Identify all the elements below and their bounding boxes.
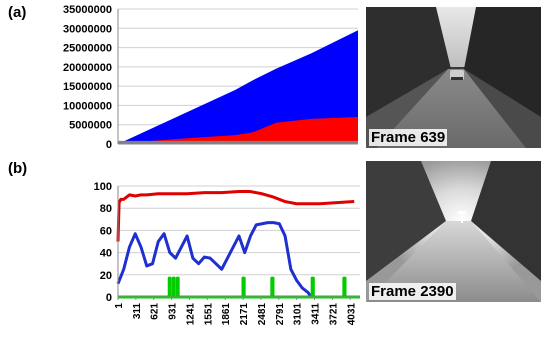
chart-b-y-tick-label: 100 [94, 181, 112, 193]
frame-639-photo: Frame 639 [366, 7, 541, 148]
chart-b-x-tick-label: 3411 [311, 303, 322, 325]
chart-b-x-tick-label: 1551 [203, 303, 214, 326]
chart-b-y-tick-label: 0 [106, 292, 112, 304]
chart-a-series-red-area [118, 117, 358, 144]
chart-a-series-blue-area [118, 30, 358, 144]
road-scene-image-b [366, 161, 541, 302]
chart-b-y-tick-label: 20 [100, 270, 112, 282]
chart-b-series-green-line [117, 276, 360, 299]
chart-a-y-tick-label: 10000000 [63, 100, 112, 112]
chart-b-y-tick-label: 80 [100, 203, 112, 215]
chart-a-y-tick-label: 15000000 [63, 81, 112, 93]
chart-b-x-tick-label: 1861 [221, 303, 232, 326]
chart-b-line: 0 20 40 60 80 100 1 311 621 931 1241 1551 1861 2171 24… [94, 181, 360, 326]
chart-b-x-tick-label: 4031 [346, 303, 357, 326]
chart-a-y-tick-label: 0 [106, 139, 112, 151]
chart-b-x-tick-label: 1 [114, 303, 125, 309]
chart-b-x-tick-label: 2791 [275, 303, 286, 326]
chart-b-x-tick-label: 3101 [293, 303, 304, 326]
chart-a-area: 0 5000000 10000000 15000000 20000000 25000000… [63, 4, 358, 151]
chart-a-y-tick-label: 25000000 [63, 43, 112, 55]
panel-a-label: (a) [8, 4, 27, 21]
chart-b-series-red-line [116, 190, 355, 242]
chart-b-y-tick-label: 40 [100, 248, 112, 260]
panel-b-label: (b) [8, 160, 28, 177]
chart-b-y-tick-label: 60 [100, 225, 112, 237]
chart-b-x-tick-label: 931 [168, 303, 179, 320]
chart-b-x-tick-label: 311 [132, 303, 143, 320]
chart-b-x-tick-label: 3721 [328, 303, 339, 326]
chart-b-x-tick-label: 1241 [185, 303, 196, 326]
chart-a-y-tick-label: 5000000 [69, 120, 112, 132]
road-scene-image-a [366, 7, 541, 148]
chart-a-y-tick-label: 20000000 [63, 62, 112, 74]
chart-a-y-tick-label: 35000000 [63, 4, 112, 16]
chart-b-x-tick-label: 2171 [239, 303, 250, 326]
frame-2390-photo: Frame 2390 [366, 161, 541, 302]
chart-b-series-blue-line [116, 221, 313, 298]
frame-a-caption: Frame 639 [369, 129, 448, 146]
chart-b-x-tick-label: 2481 [257, 303, 268, 326]
chart-a-y-tick-label: 30000000 [63, 23, 112, 35]
frame-b-caption: Frame 2390 [369, 283, 456, 300]
chart-a-series-gray-area [118, 140, 358, 144]
chart-b-x-tick-label: 621 [150, 303, 161, 320]
